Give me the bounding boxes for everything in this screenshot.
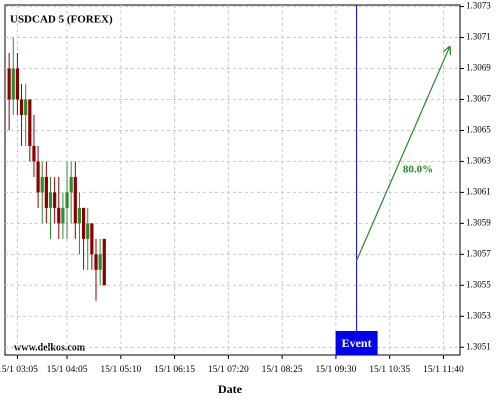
candle-body	[7, 68, 11, 100]
y-tick-label: 1.3061	[466, 186, 491, 196]
event-label: Event	[342, 336, 372, 350]
x-tick-label: 15/1 11:40	[423, 365, 464, 375]
candle-body	[57, 207, 61, 224]
y-tick-label: 1.3069	[466, 63, 491, 73]
x-tick-label: 15/1 04:05	[47, 365, 88, 375]
x-tick-label: 15/1 09:30	[315, 365, 356, 375]
watermark: www.delkos.com	[14, 342, 86, 353]
y-tick-label: 1.3055	[466, 279, 491, 289]
candle-body	[44, 176, 48, 208]
candle-body	[32, 145, 36, 162]
event-box	[335, 331, 378, 355]
candle-body	[69, 176, 73, 193]
candle-body	[81, 207, 86, 239]
y-tick-label: 1.3071	[466, 32, 491, 42]
y-tick-label: 1.3059	[466, 217, 491, 227]
y-tick-label: 1.3065	[466, 125, 491, 135]
x-tick-label: 15/1 10:35	[369, 365, 410, 375]
x-tick-label: 15/1 07:20	[208, 365, 249, 375]
candle-body	[15, 68, 20, 100]
y-tick-label: 1.3067	[466, 94, 491, 104]
candle-body	[40, 176, 44, 193]
y-tick-label: 1.3051	[466, 341, 491, 351]
plot-area	[4, 4, 461, 356]
y-tick-label: 1.3053	[466, 310, 491, 320]
x-tick-label: 15/1 08:25	[262, 365, 303, 375]
candle-body	[48, 192, 53, 208]
x-axis-label: Date	[218, 382, 243, 396]
forecast-arrow	[356, 47, 450, 261]
x-tick-label: 15/1 06:15	[154, 365, 195, 375]
candle-body	[98, 254, 102, 270]
candle-body	[28, 99, 32, 146]
y-tick-label: 1.3063	[466, 155, 491, 165]
candle-body	[90, 223, 94, 255]
chart-title: USDCAD 5 (FOREX)	[10, 14, 113, 26]
candle-body	[19, 99, 24, 115]
y-tick-label: 1.3073	[466, 1, 491, 11]
candle-body	[73, 176, 77, 224]
candle-body	[86, 223, 90, 239]
candle-body	[65, 192, 69, 208]
y-tick-label: 1.3057	[466, 248, 491, 258]
candle-body	[77, 207, 82, 224]
candle-body	[53, 192, 57, 208]
candle-body	[36, 161, 40, 193]
x-tick-label: 15/1 05:10	[100, 365, 141, 375]
candle-body	[94, 254, 98, 270]
candle-body	[61, 207, 65, 224]
forecast-label: 80.0%	[403, 164, 433, 176]
candle-body	[11, 68, 15, 100]
x-tick-label: 15/1 03:05	[0, 365, 38, 375]
candle-body	[24, 99, 28, 115]
candle-body	[102, 238, 106, 286]
